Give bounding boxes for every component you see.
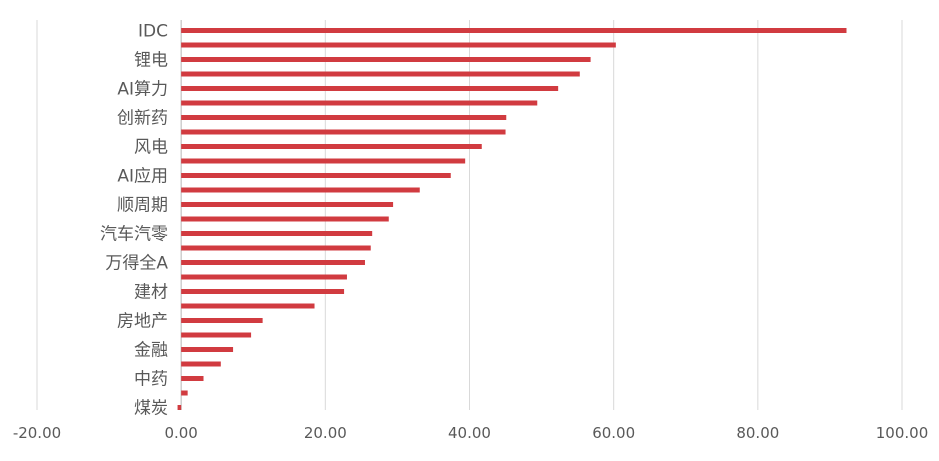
y-tick-label: IDC — [138, 22, 168, 42]
x-tick-label: 100.00 — [876, 424, 929, 442]
x-tick-label: 60.00 — [592, 424, 635, 442]
bar — [181, 173, 451, 178]
y-tick-label: 风电 — [134, 138, 168, 158]
y-tick-label: 中药 — [134, 370, 168, 390]
bar — [177, 405, 182, 410]
bar — [181, 216, 389, 222]
x-tick-label: 40.00 — [448, 424, 491, 442]
x-tick-label: 80.00 — [736, 424, 779, 442]
bar — [181, 144, 482, 149]
bar — [181, 28, 847, 33]
y-tick-label: 万得全A — [105, 254, 168, 274]
y-tick-label: 顺周期 — [117, 196, 168, 216]
x-tick-label: -20.00 — [13, 424, 61, 442]
bar — [181, 260, 365, 265]
x-tick-label: 0.00 — [164, 424, 197, 442]
bar — [181, 42, 616, 48]
bar — [181, 231, 373, 236]
bar — [181, 57, 591, 62]
bar — [181, 202, 394, 207]
bar — [181, 86, 559, 91]
y-tick-label: AI应用 — [117, 167, 168, 187]
bar — [181, 332, 252, 338]
y-tick-label: 金融 — [134, 341, 168, 361]
bar — [181, 289, 345, 294]
y-tick-label: 房地产 — [117, 312, 168, 332]
bar — [181, 245, 371, 251]
bar — [181, 274, 347, 280]
bar — [181, 187, 420, 193]
y-tick-label: 汽车汽零 — [100, 225, 168, 245]
bar — [181, 158, 466, 164]
y-tick-label: 煤炭 — [134, 399, 168, 419]
bar — [181, 71, 580, 77]
bar — [181, 361, 221, 367]
y-tick-label: 建材 — [134, 283, 168, 303]
bar — [181, 100, 538, 106]
bar — [181, 129, 506, 135]
bar — [181, 347, 234, 352]
bar — [181, 303, 315, 309]
bar — [181, 115, 507, 120]
y-tick-label: 锂电 — [134, 51, 168, 71]
y-tick-label: 创新药 — [117, 109, 168, 129]
y-tick-label: AI算力 — [117, 80, 168, 100]
bar — [181, 376, 204, 381]
x-tick-label: 20.00 — [304, 424, 347, 442]
bar — [181, 390, 188, 396]
bar — [181, 318, 263, 323]
